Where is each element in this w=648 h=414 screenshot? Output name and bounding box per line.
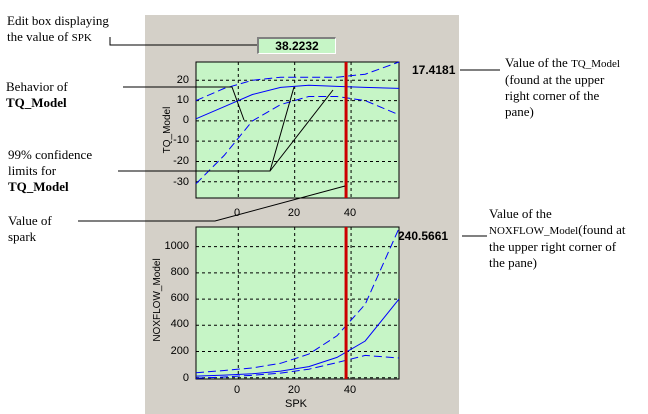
tq-confidence-line (195, 61, 400, 102)
annotation-text: NOXFLOW_Model (489, 225, 579, 237)
annotation-line: right corner of the (505, 88, 600, 103)
spk-edit-box[interactable]: 38.2232 (257, 37, 336, 54)
annotation-line: TQ_Model (6, 95, 67, 110)
nox-xlabel: SPK (285, 398, 308, 410)
nox-ytick: 0 (183, 372, 189, 384)
nox-value-label: 240.5661 (398, 229, 449, 243)
spark-callout (78, 185, 346, 222)
behavior-callout (123, 86, 245, 121)
callout-lines (78, 37, 500, 237)
tq-ytick: -30 (173, 176, 189, 188)
tq-xtick: 40 (344, 207, 356, 219)
tq-ytick: 0 (183, 114, 189, 126)
nox-ytick: 600 (171, 292, 189, 304)
tq-ytick: -20 (173, 155, 189, 167)
tq-ylabel: TQ_Model (162, 107, 173, 154)
annotation-text: the value of (7, 29, 69, 44)
tq-confidence-line (195, 96, 400, 185)
nox-ytick: 800 (171, 266, 189, 278)
annotation-text: Value of the (505, 55, 568, 70)
nox-value-annotation: Value of the NOXFLOW_Model(found at the … (489, 206, 626, 271)
annotation-line: Value of the TQ_Model (505, 55, 620, 72)
confidence-callout-b (269, 89, 334, 172)
nox-model-line (195, 298, 400, 377)
tq-ytick: -10 (173, 134, 189, 146)
annotation-line: TQ_Model (8, 179, 69, 194)
nox-plot-area[interactable] (195, 226, 400, 380)
annotation-text: (found at (578, 222, 626, 237)
confidence-annotation: 99% confidence limits for TQ_Model (8, 147, 92, 195)
annotation-line: the value of SPK (7, 29, 109, 46)
nox-ylabel: NOXFLOW_Model (152, 258, 163, 341)
annotation-text: TQ_Model (571, 58, 620, 70)
tq-model-line (195, 84, 400, 120)
edit-box-callout (109, 37, 257, 46)
tq-plot[interactable]: 20 10 0 -10 -20 -30 0 20 40 TQ_Model (162, 61, 400, 219)
nox-ytick: 400 (171, 318, 189, 330)
nox-xtick: 20 (288, 384, 300, 396)
annotation-line: Value of the (489, 206, 552, 221)
annotation-line: the pane) (489, 255, 538, 270)
nox-ytick: 1000 (165, 240, 189, 252)
annotation-line: 99% confidence (8, 147, 93, 162)
nox-confidence-line (195, 228, 400, 374)
annotation-line: Edit box displaying (7, 13, 109, 28)
annotation-line: Value of (8, 213, 52, 228)
tq-value-annotation: Value of the TQ_Model (found at the uppe… (505, 55, 620, 120)
behavior-annotation: Behavior of TQ_Model (6, 79, 68, 111)
annotation-text: SPK (71, 32, 92, 44)
annotation-line: the upper right corner of (489, 239, 617, 254)
nox-ytick: 200 (171, 345, 189, 357)
tq-plot-area[interactable] (195, 61, 400, 199)
annotation-line: Behavior of (6, 79, 68, 94)
spark-annotation: Value of spark (8, 213, 52, 245)
tq-xtick: 20 (288, 207, 300, 219)
tq-xtick: 0 (234, 207, 240, 219)
nox-plot[interactable]: 1000 800 600 400 200 0 0 20 40 NOXFLOW_M… (152, 226, 400, 410)
annotation-line: (found at the upper (505, 72, 605, 87)
nox-xtick: 0 (234, 384, 240, 396)
annotation-line: NOXFLOW_Model(found at (489, 222, 626, 239)
annotation-line: spark (8, 229, 37, 244)
tq-ytick: 10 (177, 94, 189, 106)
tq-ytick: 20 (177, 74, 189, 86)
nox-xtick: 40 (344, 384, 356, 396)
edit-box-annotation: Edit box displaying the value of SPK (7, 13, 109, 46)
annotation-line: limits for (8, 163, 57, 178)
tq-value-label: 17.4181 (412, 63, 456, 77)
annotation-line: pane) (505, 104, 534, 119)
nox-confidence-line (195, 354, 400, 379)
